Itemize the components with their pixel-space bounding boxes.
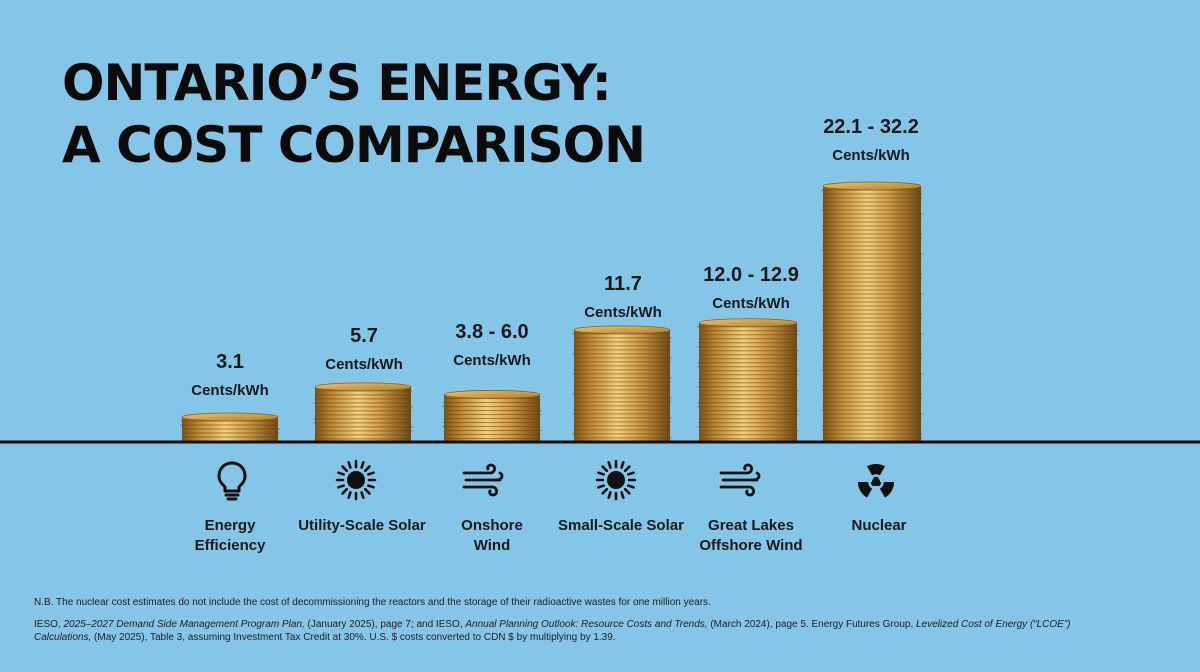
lightbulb-icon	[217, 461, 247, 501]
source-title: Annual Planning Outlook: Resource Costs …	[465, 619, 708, 630]
coin-stack-top	[698, 318, 798, 328]
value-text: 11.7	[604, 273, 642, 295]
unit-text: Cents/kWh	[453, 352, 531, 369]
coin-stack-body	[699, 322, 797, 441]
coin-stack-body	[315, 386, 411, 441]
category-label-onshore-wind: Onshore Wind	[461, 517, 523, 554]
source-text: IESO,	[34, 619, 64, 630]
value-label-nuclear: 22.1 - 32.2 Cents/kWh	[796, 115, 946, 167]
wind-icon	[462, 463, 504, 497]
value-text: 5.7	[350, 325, 378, 347]
category-label-nuclear: Nuclear	[851, 517, 907, 534]
value-text: 3.8 - 6.0	[455, 321, 529, 343]
wind-icon	[719, 463, 761, 497]
source-citation: IESO, 2025–2027 Demand Side Management P…	[34, 618, 1094, 644]
category-label-energy-efficiency: Energy Efficiency	[194, 517, 266, 554]
category-label-small-scale-solar: Small-Scale Solar	[558, 517, 684, 534]
coin-stack-bar	[442, 390, 542, 441]
coin-stack-bar	[180, 412, 280, 441]
sun-icon	[595, 459, 637, 501]
value-label-small-scale-solar: 11.7 Cents/kWh	[548, 272, 698, 324]
source-title: Levelized Cost of Energy (“LCOE”) Calcul…	[34, 619, 1071, 643]
coin-stack-top	[314, 382, 412, 392]
source-text: (January 2025), page 7; and IESO,	[304, 619, 466, 630]
coin-stack-bar	[313, 382, 413, 441]
unit-text: Cents/kWh	[832, 147, 910, 164]
radiation-icon	[857, 463, 895, 498]
coin-stack-top	[181, 412, 279, 422]
value-label-energy-efficiency: 3.1 Cents/kWh	[155, 350, 305, 402]
coin-stack-top	[443, 390, 541, 399]
coin-stack-bar	[697, 318, 799, 441]
coin-stack-bar	[572, 325, 672, 441]
footnote: N.B. The nuclear cost estimates do not i…	[34, 597, 711, 608]
value-label-onshore-wind: 3.8 - 6.0 Cents/kWh	[417, 320, 567, 372]
value-label-utility-scale-solar: 5.7 Cents/kWh	[289, 324, 439, 376]
unit-text: Cents/kWh	[584, 304, 662, 321]
coin-stack-bar	[821, 181, 923, 441]
sun-icon	[335, 459, 377, 501]
unit-text: Cents/kWh	[325, 356, 403, 373]
value-label-great-lakes-offshore-wind: 12.0 - 12.9 Cents/kWh	[676, 263, 826, 315]
source-text: (March 2024), page 5. Energy Futures Gro…	[707, 619, 916, 630]
source-title: 2025–2027 Demand Side Management Program…	[63, 619, 305, 630]
unit-text: Cents/kWh	[191, 382, 269, 399]
unit-text: Cents/kWh	[712, 295, 790, 312]
title-line-1: ONTARIO’S ENERGY:	[62, 54, 612, 112]
value-text: 3.1	[216, 351, 244, 373]
value-text: 22.1 - 32.2	[823, 116, 919, 138]
category-label-great-lakes-offshore-wind: Great Lakes Offshore Wind	[699, 517, 803, 554]
page-title: ONTARIO’S ENERGY: A COST COMPARISON	[62, 52, 646, 176]
coin-stack-top	[573, 325, 671, 335]
value-text: 12.0 - 12.9	[703, 264, 799, 286]
coin-stack-top	[822, 181, 922, 191]
source-text: (May 2025), Table 3, assuming Investment…	[91, 632, 616, 643]
title-line-2: A COST COMPARISON	[62, 116, 646, 174]
category-label-utility-scale-solar: Utility-Scale Solar	[298, 517, 426, 534]
